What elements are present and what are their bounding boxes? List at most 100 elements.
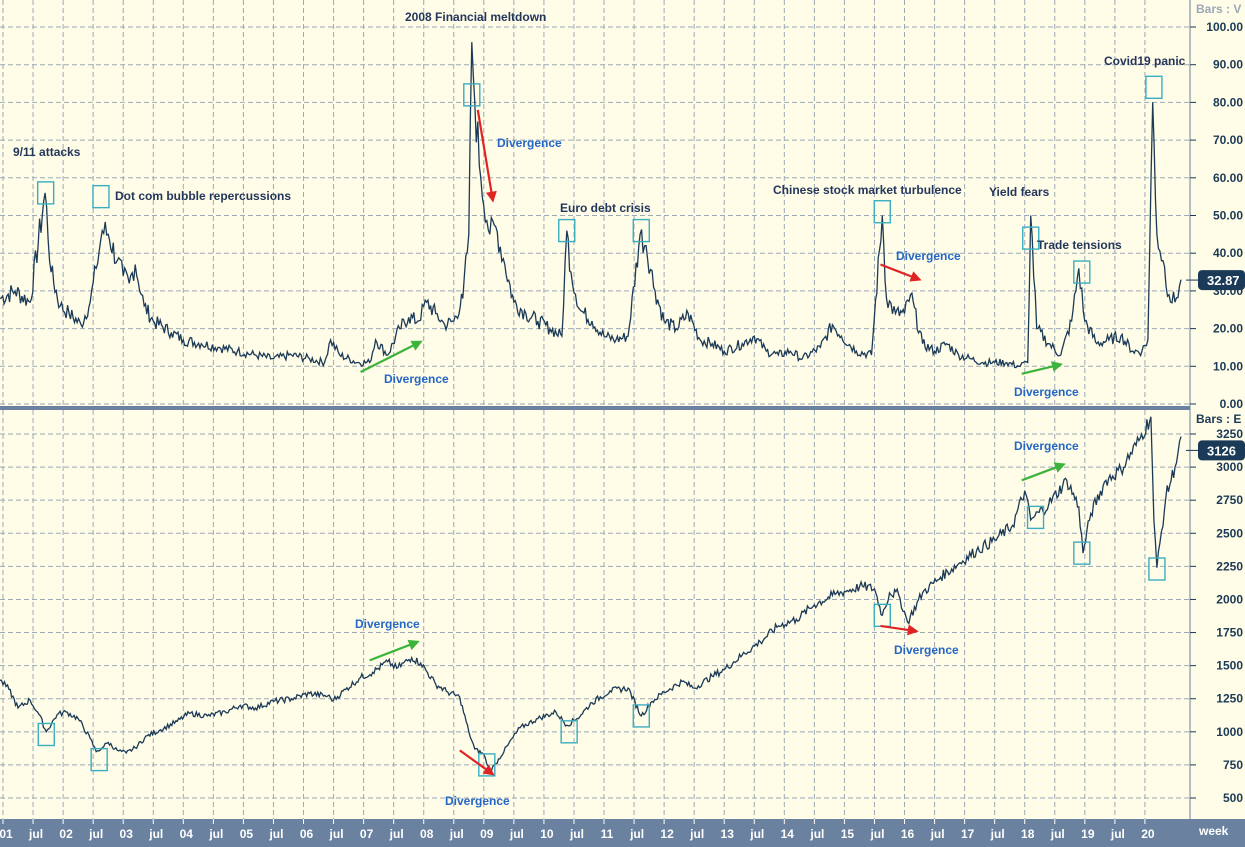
x-tick-label: jul bbox=[268, 827, 283, 841]
volatility-highlight-box bbox=[36, 181, 55, 205]
equity-ytick-label: 750 bbox=[1223, 758, 1243, 772]
equity-divergence-arrows bbox=[369, 462, 1066, 776]
annotation-divergence-2007-equity: Divergence bbox=[355, 617, 420, 631]
volatility-header: Bars : V bbox=[1196, 2, 1241, 16]
annotation-yield-fears: Yield fears bbox=[989, 185, 1050, 199]
equity-highlight-box bbox=[1073, 541, 1091, 565]
x-tick-label: 19 bbox=[1081, 827, 1095, 841]
volatility-divergence-arrow bbox=[360, 340, 423, 373]
x-tick-label: 04 bbox=[180, 827, 194, 841]
x-tick-label: jul bbox=[1050, 827, 1065, 841]
annotation-euro-debt-crisis: Euro debt crisis bbox=[560, 201, 651, 215]
volatility-panel: 9/11 attacks Dot com bubble repercussion… bbox=[0, 0, 1190, 406]
x-tick-label: 15 bbox=[841, 827, 855, 841]
equity-ytick-label: 1500 bbox=[1216, 659, 1243, 673]
volatility-ytick-label: 0.00 bbox=[1220, 397, 1244, 411]
x-tick-label: 14 bbox=[781, 827, 795, 841]
volatility-ytick-label: 70.00 bbox=[1213, 133, 1243, 147]
annotation-divergence-2009: Divergence bbox=[497, 136, 562, 150]
volatility-grid bbox=[0, 0, 1190, 406]
volatility-plot-background bbox=[0, 0, 1190, 406]
equity-series-line bbox=[0, 416, 1182, 773]
volatility-highlight-box bbox=[558, 218, 576, 243]
x-tick-label: 03 bbox=[120, 827, 134, 841]
x-tick-label: jul bbox=[930, 827, 945, 841]
panel-separator bbox=[0, 406, 1245, 410]
annotation-trade-tensions: Trade tensions bbox=[1037, 238, 1122, 252]
x-tick-label: jul bbox=[28, 827, 43, 841]
equity-highlight-box bbox=[560, 720, 578, 744]
x-tick-label: jul bbox=[208, 827, 223, 841]
equity-y-axis: 500 750 1000 1250 1500 1750 2000 2250 2500 2750 30… bbox=[1190, 427, 1243, 805]
volatility-divergence-arrows bbox=[360, 109, 1063, 375]
equity-last-value-label: 3126 bbox=[1207, 443, 1236, 458]
x-tick-label: jul bbox=[809, 827, 824, 841]
annotation-divergence-2009-equity: Divergence bbox=[445, 794, 510, 808]
equity-divergence-arrow bbox=[369, 639, 420, 662]
equity-last-value: 3126 bbox=[1186, 440, 1245, 461]
volatility-last-value-label: 32.87 bbox=[1207, 273, 1240, 288]
x-tick-label: 05 bbox=[240, 827, 254, 841]
volatility-ytick-label: 40.00 bbox=[1213, 246, 1243, 260]
equity-ytick-label: 500 bbox=[1223, 791, 1243, 805]
x-tick-label: 17 bbox=[961, 827, 975, 841]
volatility-ytick-label: 50.00 bbox=[1213, 209, 1243, 223]
volatility-divergence-arrow bbox=[476, 109, 497, 203]
x-tick-label: 11 bbox=[601, 827, 614, 841]
x-tick-label: jul bbox=[329, 827, 344, 841]
equity-ytick-label: 1750 bbox=[1216, 626, 1243, 640]
right-axis: 0.0010.0020.0030.0040.0050.0060.0070.008… bbox=[1186, 0, 1245, 819]
x-tick-label: jul bbox=[509, 827, 524, 841]
equity-ytick-label: 3000 bbox=[1216, 460, 1243, 474]
x-tick-label: jul bbox=[869, 827, 884, 841]
volatility-highlight-box bbox=[1073, 260, 1091, 284]
volatility-highlight-box bbox=[1022, 226, 1040, 250]
x-tick-label: jul bbox=[629, 827, 644, 841]
time-axis-ticks: 01 jul 02 jul 03 jul 04 jul 05 jul 06 jul 07 jul 08 jul… bbox=[0, 819, 1155, 841]
volatility-divergence-arrow bbox=[1021, 361, 1063, 375]
annotation-divergence-2018-equity: Divergence bbox=[1014, 439, 1079, 453]
volatility-highlight-box bbox=[463, 83, 481, 107]
x-tick-label: 12 bbox=[660, 827, 674, 841]
x-tick-label: jul bbox=[389, 827, 404, 841]
annotation-covid19-panic: Covid19 panic bbox=[1104, 54, 1186, 68]
annotation-divergence-2016-equity: Divergence bbox=[894, 643, 959, 657]
volatility-series-line bbox=[0, 42, 1182, 369]
equity-ytick-label: 2250 bbox=[1216, 559, 1243, 573]
volatility-ytick-label: 10.00 bbox=[1213, 359, 1243, 373]
volatility-ytick-label: 90.00 bbox=[1213, 58, 1243, 72]
equity-divergence-arrow bbox=[1021, 462, 1066, 482]
x-tick-label: 06 bbox=[300, 827, 314, 841]
equity-ytick-label: 1250 bbox=[1216, 692, 1243, 706]
time-axis: 01 jul 02 jul 03 jul 04 jul 05 jul 06 jul 07 jul 08 jul… bbox=[0, 819, 1245, 847]
volatility-ytick-label: 20.00 bbox=[1213, 322, 1243, 336]
annotation-9-11-attacks: 9/11 attacks bbox=[13, 145, 81, 159]
equity-ytick-label: 2500 bbox=[1216, 526, 1243, 540]
annotation-chinese-turbulence: Chinese stock market turbulence bbox=[773, 183, 962, 197]
volatility-last-value: 32.87 bbox=[1186, 270, 1245, 291]
equity-highlight-box bbox=[632, 704, 650, 728]
x-tick-label: jul bbox=[569, 827, 584, 841]
x-tick-label: jul bbox=[88, 827, 103, 841]
x-tick-label: jul bbox=[990, 827, 1005, 841]
volatility-highlight-boxes bbox=[36, 75, 1163, 284]
x-tick-label: 09 bbox=[480, 827, 494, 841]
x-tick-label: jul bbox=[689, 827, 704, 841]
volatility-highlight-box bbox=[92, 184, 110, 209]
annotation-dot-com-bubble: Dot com bubble repercussions bbox=[115, 189, 291, 203]
equity-highlight-box bbox=[1148, 557, 1166, 581]
x-tick-label: jul bbox=[449, 827, 464, 841]
equity-divergence-arrow bbox=[880, 624, 919, 636]
x-tick-label: 01 bbox=[0, 827, 13, 841]
volatility-ytick-label: 60.00 bbox=[1213, 171, 1243, 185]
volatility-highlight-box bbox=[1145, 75, 1163, 100]
x-tick-label: 02 bbox=[59, 827, 73, 841]
equity-highlight-box bbox=[1026, 505, 1045, 530]
equity-header: Bars : E bbox=[1196, 412, 1241, 426]
volatility-annotations: 9/11 attacks Dot com bubble repercussion… bbox=[13, 10, 1186, 399]
volatility-highlight-box bbox=[632, 218, 650, 243]
x-tick-label: jul bbox=[749, 827, 764, 841]
x-tick-label: 13 bbox=[721, 827, 735, 841]
period-label: week bbox=[1198, 824, 1229, 838]
